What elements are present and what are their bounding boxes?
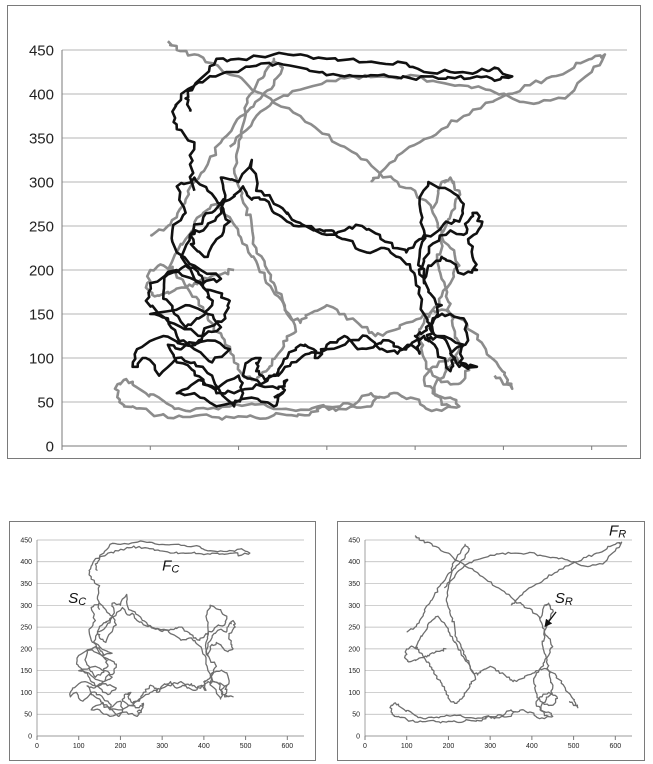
y-tick-label: 400 [348, 559, 360, 566]
fr-label: FR [609, 523, 626, 541]
y-tick-label: 350 [29, 130, 54, 147]
fc-label: FC [162, 557, 179, 575]
y-tick-label: 350 [20, 581, 32, 588]
x-tick-label: 0 [363, 743, 367, 750]
y-tick-label: 250 [348, 625, 360, 632]
x-tick-label: 400 [403, 456, 428, 458]
x-tick-label: 300 [314, 456, 339, 458]
x-tick-label: 500 [568, 743, 580, 750]
sc-label: SC [68, 590, 86, 608]
y-tick-label: 250 [29, 218, 54, 235]
x-tick-label: 400 [526, 743, 538, 750]
y-tick-label: 200 [348, 646, 360, 653]
trajectory-line [113, 40, 471, 421]
trajectory-line [131, 158, 484, 408]
x-tick-label: 300 [156, 743, 168, 750]
x-tick-label: 0 [35, 743, 39, 750]
y-tick-label: 50 [24, 712, 32, 719]
y-tick-label: 450 [29, 42, 54, 59]
y-tick-label: 150 [29, 306, 54, 323]
y-tick-label: 200 [20, 646, 32, 653]
y-tick-label: 400 [29, 86, 54, 103]
y-tick-label: 50 [37, 394, 54, 411]
y-tick-label: 300 [20, 603, 32, 610]
trajectory-line [88, 540, 251, 611]
c-path-chart-panel: 0 50 100 150 200 250 300 350 400 450 0 100 200 300 400… [9, 521, 316, 761]
main-chart-panel: 0 50 100 150 200 250 300 350 400 450 0 100 200 300 400… [7, 5, 641, 459]
y-tick-label: 300 [29, 174, 54, 191]
c-path-chart: 0 50 100 150 200 250 300 350 400 450 0 100 200 300 400… [20, 537, 304, 750]
trajectory-line [228, 53, 607, 183]
r-path-chart: 0 50 100 150 200 250 300 350 400 450 0 100 200 300 400… [348, 523, 632, 750]
y-tick-label: 150 [20, 668, 32, 675]
trajectory-line [69, 593, 236, 718]
x-tick-label: 100 [73, 743, 85, 750]
sr-label: SR [555, 590, 573, 608]
y-tick-label: 100 [29, 350, 54, 367]
x-tick-label: 100 [138, 456, 163, 458]
x-tick-label: 200 [115, 743, 127, 750]
trajectory-line [443, 541, 623, 606]
trajectory-line [171, 51, 514, 192]
trajectory-line [403, 615, 477, 704]
y-tick-label: 450 [348, 537, 360, 544]
sr-arrow [544, 611, 557, 628]
y-tick-label: 400 [20, 559, 32, 566]
x-tick-label: 400 [198, 743, 210, 750]
main-chart: 0 50 100 150 200 250 300 350 400 450 0 100 200 300 400… [29, 40, 627, 458]
y-tick-label: 0 [46, 438, 54, 455]
y-tick-label: 300 [348, 603, 360, 610]
trajectory-line [539, 602, 554, 717]
y-tick-label: 0 [28, 733, 32, 740]
x-tick-label: 200 [443, 743, 455, 750]
trajectory-line [431, 176, 462, 408]
y-tick-label: 200 [29, 262, 54, 279]
x-tick-label: 500 [240, 743, 252, 750]
x-tick-label: 100 [401, 743, 413, 750]
x-tick-label: 0 [58, 456, 66, 458]
x-tick-label: 600 [609, 743, 621, 750]
x-tick-label: 600 [579, 456, 604, 458]
y-tick-label: 0 [356, 733, 360, 740]
y-tick-label: 50 [352, 712, 360, 719]
x-tick-label: 200 [226, 456, 251, 458]
y-tick-label: 450 [20, 537, 32, 544]
r-path-chart-panel: 0 50 100 150 200 250 300 350 400 450 0 100 200 300 400… [337, 521, 645, 761]
trajectory-line [389, 535, 559, 724]
x-tick-label: 300 [484, 743, 496, 750]
x-tick-label: 500 [491, 456, 516, 458]
x-tick-label: 600 [281, 743, 293, 750]
y-tick-label: 100 [348, 690, 360, 697]
y-tick-label: 250 [20, 625, 32, 632]
y-tick-label: 150 [348, 668, 360, 675]
y-tick-label: 350 [348, 581, 360, 588]
y-tick-label: 100 [20, 690, 32, 697]
